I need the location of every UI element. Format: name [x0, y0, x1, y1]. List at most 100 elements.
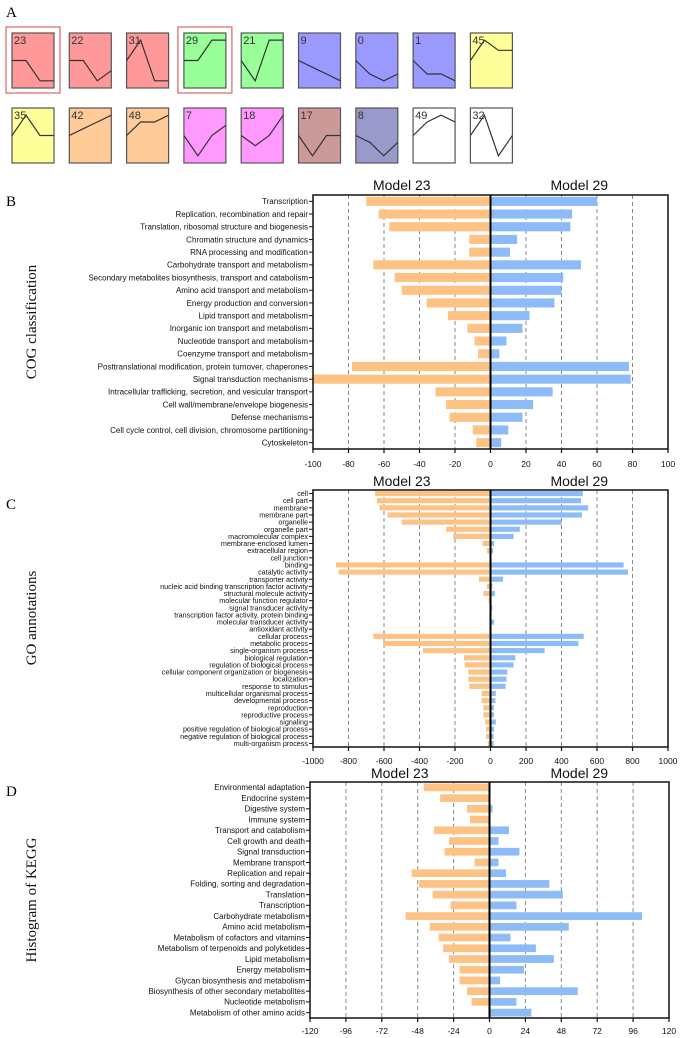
bar-model-29: [490, 698, 496, 704]
panel-label-a: A: [6, 5, 17, 21]
bar-model-23: [411, 869, 490, 878]
series-title-model-23: Model 23: [373, 177, 431, 193]
bar-model-29: [490, 374, 631, 384]
x-tick-label: 120: [662, 1026, 676, 1036]
bar-model-29: [489, 890, 563, 899]
profile-id: 21: [243, 35, 255, 47]
category-label: reproductive process: [241, 710, 308, 719]
bar-model-29: [490, 690, 496, 697]
bar-model-29: [490, 234, 518, 245]
x-tick-label: 0: [488, 459, 493, 469]
bar-model-23: [464, 662, 491, 668]
profile-line: [298, 134, 341, 157]
profile-id: 23: [14, 35, 26, 47]
x-tick-label: 40: [557, 459, 567, 469]
x-tick-label: 100: [661, 459, 675, 469]
bar-model-23: [352, 361, 491, 372]
bar-model-29: [489, 826, 509, 835]
bar-model-23: [486, 548, 491, 554]
category-label: Digestive system: [245, 805, 306, 814]
profile-line: [183, 124, 227, 157]
bar-model-29: [490, 285, 562, 295]
profile-id: 8: [358, 110, 364, 122]
profile-line: [126, 38, 169, 82]
bar-model-23: [450, 901, 490, 910]
bar-model-23: [486, 583, 491, 589]
series-title-model-29: Model 29: [550, 765, 608, 781]
x-tick-label: -200: [446, 756, 463, 766]
bar-model-29: [490, 209, 573, 219]
profile-box: [240, 107, 284, 164]
category-label: positive regulation of biological proces…: [183, 725, 308, 734]
series-title-model-29: Model 29: [550, 473, 608, 489]
panel-label-d: D: [6, 784, 17, 800]
bar-model-29: [490, 323, 523, 333]
bar-model-29: [490, 633, 584, 639]
bar-model-23: [476, 438, 491, 448]
profile-line: [12, 59, 54, 82]
chart-axis-title: COG classification: [24, 264, 40, 379]
profile-card: 21: [240, 32, 284, 89]
bar-model-23: [474, 336, 491, 346]
bar-model-23: [423, 648, 491, 654]
bar-model-29: [490, 260, 582, 270]
category-label: membrane: [274, 503, 308, 512]
category-label: Biosynthesis of other secondary metaboli…: [148, 987, 305, 996]
bar-model-23: [481, 690, 491, 697]
category-label: cellular process: [258, 632, 308, 641]
category-label: Signal transduction: [237, 848, 305, 857]
bar-model-23: [459, 965, 490, 974]
bar-model-29: [490, 576, 503, 582]
category-label: Transcription: [259, 901, 305, 910]
profile-id: 7: [186, 110, 192, 122]
x-tick-label: -80: [342, 459, 355, 469]
bar-model-23: [481, 698, 491, 704]
category-label: localization: [272, 675, 308, 684]
profile-id: 31: [129, 35, 141, 47]
bar-model-29: [490, 705, 495, 711]
category-label: cellular component organization or bioge…: [162, 668, 309, 677]
x-tick-label: -100: [304, 459, 321, 469]
bar-model-29: [490, 505, 589, 511]
category-label: Cell cycle control, cell division, chrom…: [110, 426, 308, 435]
category-label: metabolic process: [250, 639, 308, 648]
x-tick-label: 400: [554, 756, 568, 766]
profile-id: 45: [472, 35, 484, 47]
x-tick-label: 48: [557, 1026, 567, 1036]
profile-id: 1: [415, 35, 421, 47]
category-label: Environmental adaptation: [214, 783, 305, 792]
profile-line: [11, 114, 54, 137]
category-label: Amino acid metabolism: [222, 923, 305, 932]
profile-card: 32: [469, 107, 513, 164]
bar-model-23: [449, 837, 490, 845]
category-label: Replication and repair: [227, 869, 305, 878]
profile-box: [412, 107, 456, 164]
go-chart: -1000 -800 -600 -400 -200 0 200 400 600 800 1000 ce…: [24, 473, 678, 766]
bar-model-23: [483, 712, 491, 718]
x-tick-label: 72: [592, 1026, 602, 1036]
category-label: Folding, sorting and degradation: [190, 880, 305, 889]
profile-box: [125, 107, 170, 164]
bar-model-29: [490, 619, 495, 625]
bar-model-29: [490, 733, 494, 739]
bar-model-23: [401, 285, 491, 295]
bar-model-29: [490, 562, 624, 568]
profile-card: 42: [68, 107, 112, 164]
bar-model-29: [489, 922, 569, 931]
bar-model-29: [490, 540, 495, 547]
bar-model-23: [483, 590, 491, 597]
bar-model-23: [444, 847, 490, 856]
profile-id: 32: [472, 110, 484, 122]
category-label: Replication, recombination and repair: [175, 210, 308, 219]
bar-model-29: [490, 349, 500, 359]
bar-model-23: [438, 933, 490, 942]
bar-model-23: [379, 505, 491, 511]
profile-box: [355, 107, 399, 164]
profile-card: 8: [355, 107, 399, 164]
bar-model-29: [490, 425, 509, 435]
category-label: cell part: [283, 496, 308, 505]
bar-model-29: [490, 438, 502, 448]
x-tick-label: -40: [413, 459, 426, 469]
bar-model-23: [401, 519, 491, 525]
bar-model-29: [489, 804, 493, 813]
